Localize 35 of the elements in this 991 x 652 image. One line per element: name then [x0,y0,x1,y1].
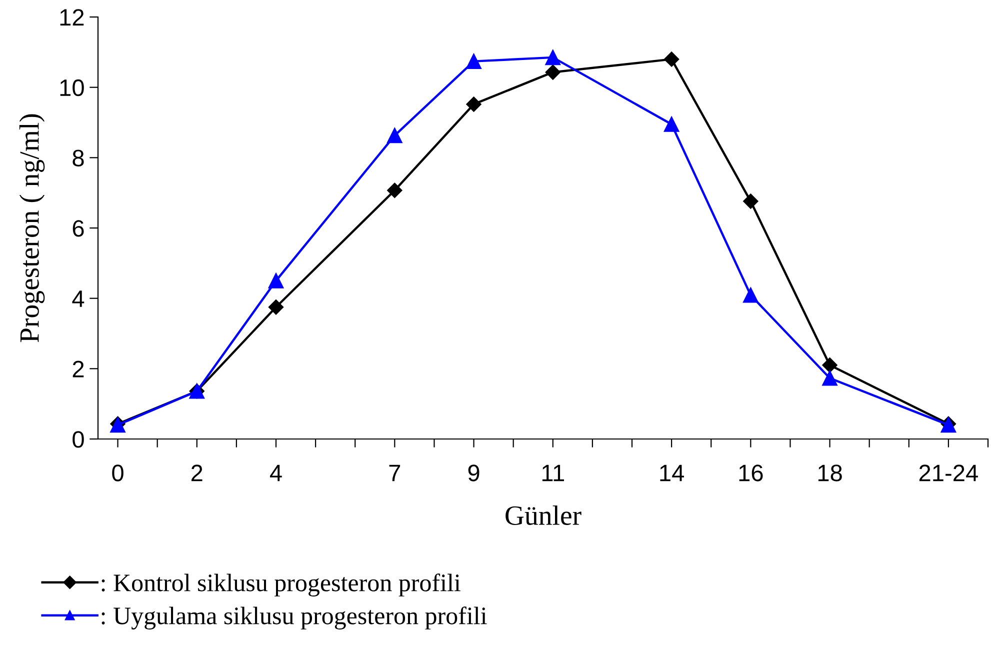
y-axis-title: Progesteron ( ng/ml) [19,114,45,342]
point [268,300,284,315]
point [822,370,838,386]
x-tick-label: 21-24 [919,464,978,482]
x-tick-label: 16 [739,464,763,482]
x-tick-label: 9 [468,464,480,482]
point [545,64,560,80]
x-tick-label: 0 [112,464,124,482]
y-tick-label: 8 [72,150,84,166]
y-tick-label: 12 [60,9,84,26]
x-tick-label: 2 [192,464,202,482]
point [743,288,758,303]
point [664,52,680,67]
point [664,116,680,132]
point [466,54,482,69]
x-tick-label: 11 [542,464,564,482]
legend-label: : Kontrol siklusu progesteron profili [102,574,460,597]
y-tick-label: 10 [60,79,84,96]
y-tick-label: 2 [72,360,84,378]
x-axis-title: Günler [506,505,582,526]
point [545,50,561,66]
x-tick-label: 7 [389,464,400,482]
point [387,128,402,144]
point [822,358,838,373]
y-tick-label: 0 [72,431,84,448]
point [268,273,284,288]
x-tick-label: 4 [270,464,282,482]
y-tick-label: 4 [72,290,84,307]
legend-label: : Uygulama siklusu progesteron profili [102,606,487,630]
point [387,182,402,198]
y-tick-label: 6 [72,220,84,237]
point [466,96,482,112]
point [743,194,758,209]
x-tick-label: 14 [660,464,684,482]
x-tick-label: 18 [818,464,842,482]
